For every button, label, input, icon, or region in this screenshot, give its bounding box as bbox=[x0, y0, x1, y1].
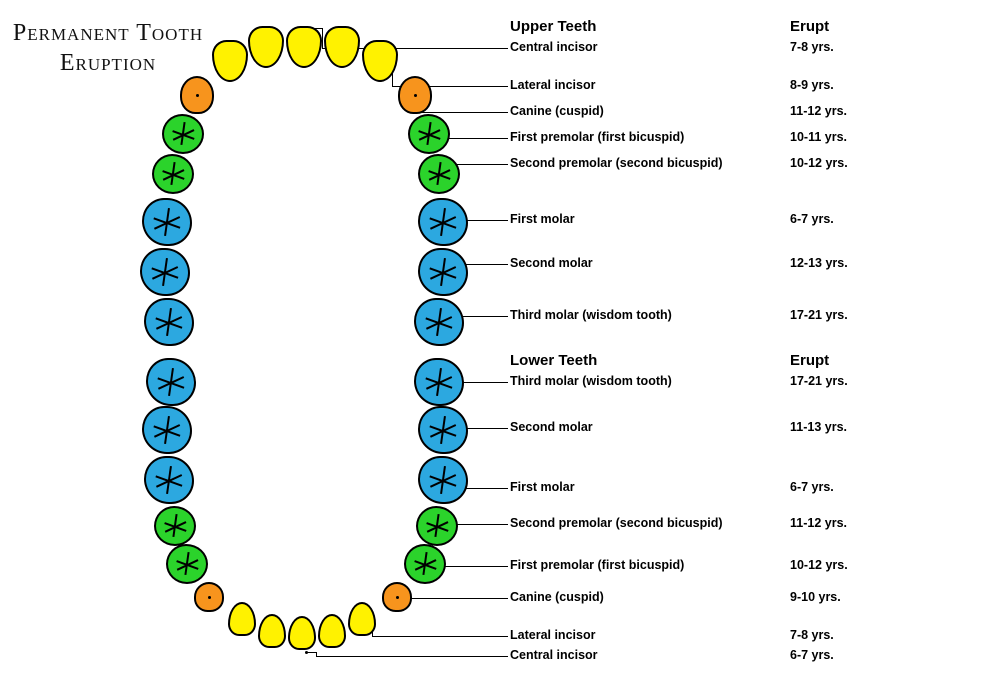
tooth-lateral bbox=[228, 602, 256, 636]
upper-row-time: 12-13 yrs. bbox=[790, 256, 848, 270]
upper-row-time: 11-12 yrs. bbox=[790, 104, 847, 118]
tooth-molar3 bbox=[414, 298, 464, 346]
cusp-dot bbox=[208, 596, 211, 599]
lower-row-time: 9-10 yrs. bbox=[790, 590, 841, 604]
upper-row-label: Canine (cuspid) bbox=[510, 104, 604, 118]
lower-row-time: 11-12 yrs. bbox=[790, 516, 847, 530]
cusp-dot bbox=[414, 94, 417, 97]
lower-erupt-heading: Erupt bbox=[790, 352, 829, 369]
lower-row-label: Canine (cuspid) bbox=[510, 590, 604, 604]
leader-line bbox=[372, 636, 508, 637]
lower-row-time: 17-21 yrs. bbox=[790, 374, 848, 388]
tooth-premolar1 bbox=[166, 544, 208, 584]
upper-row-time: 17-21 yrs. bbox=[790, 308, 848, 322]
leader-line bbox=[316, 656, 508, 657]
tooth-premolar2 bbox=[152, 154, 194, 194]
lower-row-label: First molar bbox=[510, 480, 575, 494]
lower-row-label: Second premolar (second bicuspid) bbox=[510, 516, 723, 530]
tooth-incisor bbox=[288, 616, 316, 650]
tooth-premolar2 bbox=[416, 506, 458, 546]
tooth-premolar2 bbox=[418, 154, 460, 194]
tooth-premolar2 bbox=[154, 506, 196, 546]
lower-row-label: Central incisor bbox=[510, 648, 598, 662]
upper-row-time: 7-8 yrs. bbox=[790, 40, 834, 54]
tooth-molar1 bbox=[142, 198, 192, 246]
upper-row-label: Central incisor bbox=[510, 40, 598, 54]
tooth-canine bbox=[180, 76, 214, 114]
tooth-canine bbox=[398, 76, 432, 114]
upper-erupt-heading: Erupt bbox=[790, 18, 829, 35]
upper-row-label: Third molar (wisdom tooth) bbox=[510, 308, 672, 322]
upper-row-time: 8-9 yrs. bbox=[790, 78, 834, 92]
upper-row-label: Second premolar (second bicuspid) bbox=[510, 156, 723, 170]
tooth-molar1 bbox=[418, 456, 468, 504]
lower-row-label: Third molar (wisdom tooth) bbox=[510, 374, 672, 388]
upper-row-label: First premolar (first bicuspid) bbox=[510, 130, 684, 144]
tooth-molar2 bbox=[142, 406, 192, 454]
tooth-premolar1 bbox=[404, 544, 446, 584]
leader-line bbox=[418, 112, 508, 113]
upper-teeth-heading: Upper Teeth bbox=[510, 18, 596, 35]
tooth-premolar1 bbox=[162, 114, 204, 154]
leader-line bbox=[410, 598, 508, 599]
leader-step bbox=[316, 652, 317, 656]
leader-step bbox=[322, 28, 323, 48]
upper-row-label: Lateral incisor bbox=[510, 78, 595, 92]
lower-row-time: 6-7 yrs. bbox=[790, 648, 834, 662]
tooth-lateral bbox=[212, 40, 248, 82]
lower-row-label: Lateral incisor bbox=[510, 628, 595, 642]
cusp-dot bbox=[396, 596, 399, 599]
lower-row-time: 6-7 yrs. bbox=[790, 480, 834, 494]
tooth-canine bbox=[194, 582, 224, 612]
upper-row-time: 6-7 yrs. bbox=[790, 212, 834, 226]
tooth-molar2 bbox=[140, 248, 190, 296]
diagram-stage: Permanent Tooth Eruption Upper Teeth Eru… bbox=[0, 0, 994, 684]
tooth-molar1 bbox=[144, 456, 194, 504]
tooth-molar3 bbox=[146, 358, 196, 406]
tooth-incisor bbox=[258, 614, 286, 648]
lower-row-label: Second molar bbox=[510, 420, 593, 434]
page-title: Permanent Tooth Eruption bbox=[8, 18, 208, 78]
lower-row-label: First premolar (first bicuspid) bbox=[510, 558, 684, 572]
lower-row-time: 11-13 yrs. bbox=[790, 420, 847, 434]
upper-row-time: 10-12 yrs. bbox=[790, 156, 848, 170]
lower-row-time: 10-12 yrs. bbox=[790, 558, 848, 572]
upper-row-time: 10-11 yrs. bbox=[790, 130, 847, 144]
tooth-molar3 bbox=[414, 358, 464, 406]
upper-row-label: First molar bbox=[510, 212, 575, 226]
leader-origin-dot bbox=[305, 651, 308, 654]
tooth-incisor bbox=[248, 26, 284, 68]
cusp-dot bbox=[196, 94, 199, 97]
tooth-incisor bbox=[318, 614, 346, 648]
tooth-incisor bbox=[286, 26, 322, 68]
upper-row-label: Second molar bbox=[510, 256, 593, 270]
lower-teeth-heading: Lower Teeth bbox=[510, 352, 597, 369]
tooth-molar1 bbox=[418, 198, 468, 246]
tooth-premolar1 bbox=[408, 114, 450, 154]
lower-row-time: 7-8 yrs. bbox=[790, 628, 834, 642]
tooth-lateral bbox=[348, 602, 376, 636]
tooth-incisor bbox=[324, 26, 360, 68]
leader-line bbox=[456, 316, 508, 317]
tooth-molar3 bbox=[144, 298, 194, 346]
tooth-molar2 bbox=[418, 248, 468, 296]
tooth-molar2 bbox=[418, 406, 468, 454]
tooth-canine bbox=[382, 582, 412, 612]
